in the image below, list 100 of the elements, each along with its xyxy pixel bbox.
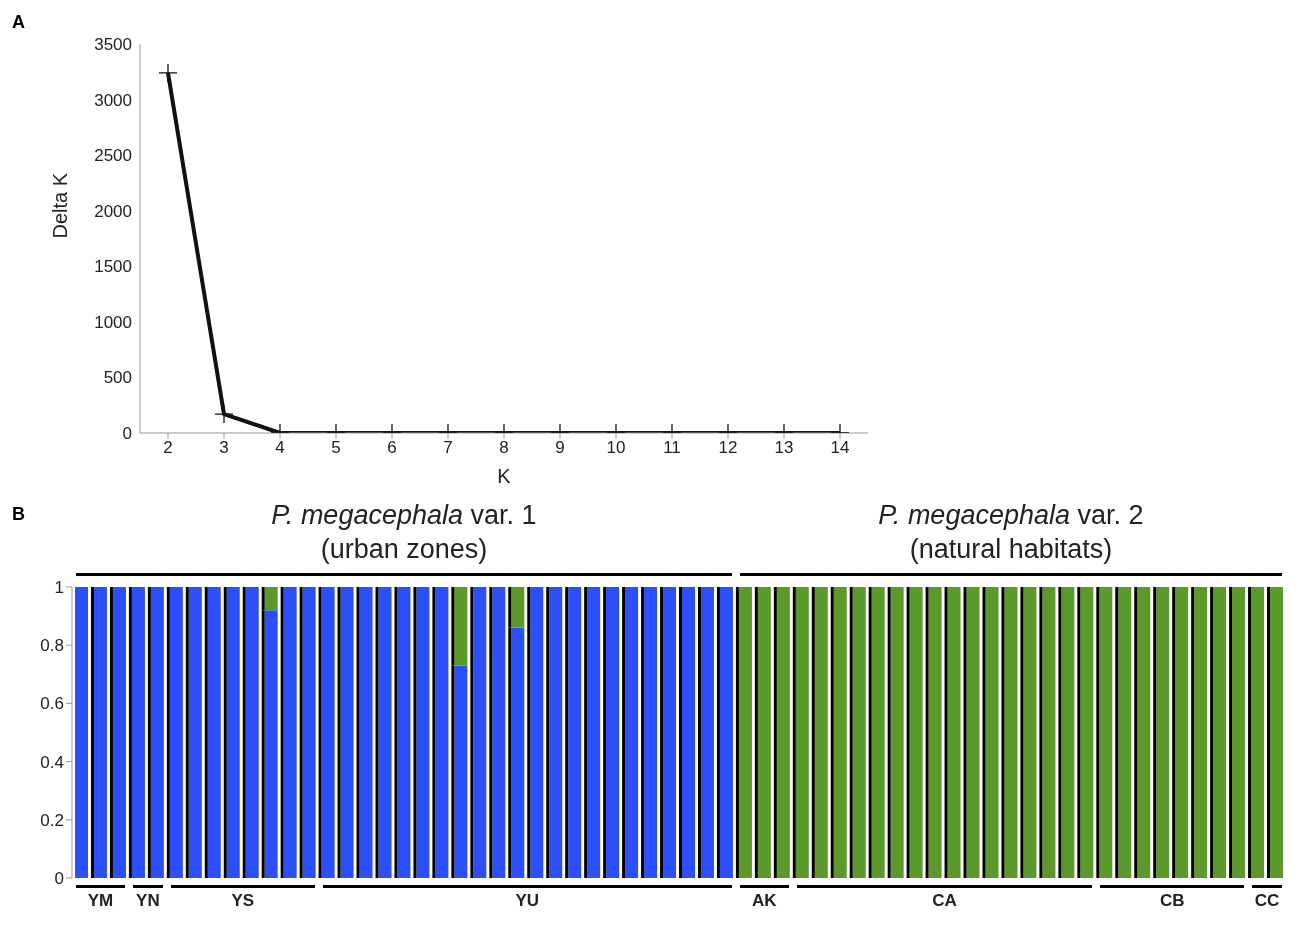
x-tick-label: 10 (606, 438, 626, 458)
text: CC (1253, 891, 1281, 911)
x-tick-label: 11 (663, 438, 681, 458)
bar (340, 587, 354, 878)
y-tick-label: 3500 (94, 35, 132, 55)
bar (1023, 587, 1037, 878)
text: YM (86, 891, 115, 911)
bar (1270, 587, 1284, 878)
bar (795, 587, 809, 878)
bar (1194, 587, 1208, 878)
x-tick-label: 2 (163, 438, 173, 458)
bar (283, 587, 297, 878)
bar (1004, 587, 1018, 878)
bar (606, 587, 620, 878)
text: P. megacephala var. 1 (270, 500, 538, 531)
bar (359, 587, 373, 878)
y-tick-label: 0.6 (40, 694, 64, 714)
bar (682, 587, 695, 878)
bar (587, 587, 601, 878)
chart-title: A (12, 12, 25, 33)
bar (169, 587, 183, 878)
bar (738, 587, 752, 878)
bar (928, 587, 942, 878)
x-tick-label: 8 (499, 438, 509, 458)
bar (473, 587, 487, 878)
y-tick-label: 1 (54, 578, 64, 598)
bar (378, 587, 392, 878)
bar (871, 587, 885, 878)
y-tick-label: 0.8 (40, 636, 64, 656)
bar (909, 587, 923, 878)
y-tick-label: 0 (54, 869, 64, 889)
bar (852, 587, 866, 878)
x-axis-title: K (497, 465, 512, 487)
bar (549, 587, 563, 878)
bar (1061, 587, 1075, 878)
text: CA (931, 891, 958, 911)
bar (188, 587, 202, 878)
bar (814, 587, 828, 878)
bar (75, 587, 88, 878)
bar (416, 587, 430, 878)
bar (776, 587, 790, 878)
text: YU (514, 891, 541, 911)
bar (1099, 587, 1113, 878)
bar (245, 587, 259, 878)
bar (1232, 587, 1246, 878)
bar (131, 587, 145, 878)
bar (207, 587, 221, 878)
y-tick-label: 0.2 (40, 810, 64, 830)
bar (226, 587, 240, 878)
bar (700, 587, 714, 878)
y-tick-label: 2000 (94, 201, 132, 221)
y-tick-label: 500 (103, 368, 132, 388)
bar (321, 587, 335, 878)
bar (644, 587, 658, 878)
text: YS (230, 891, 256, 911)
bar (985, 587, 999, 878)
x-tick-label: 14 (830, 438, 850, 458)
y-tick-label: 0.4 (40, 752, 64, 772)
bar (435, 587, 449, 878)
bar (947, 587, 961, 878)
chart-title: B (12, 504, 25, 525)
text: AK (751, 891, 778, 911)
bar (719, 587, 733, 878)
y-tick-label: 1500 (94, 257, 132, 277)
bar (1175, 587, 1189, 878)
bar (530, 587, 544, 878)
bar (150, 587, 164, 878)
bar (568, 587, 582, 878)
bar (1213, 587, 1227, 878)
bar (833, 587, 847, 878)
x-tick-label: 6 (387, 438, 397, 458)
text: P. megacephala var. 2 (877, 500, 1145, 531)
bar (663, 587, 677, 878)
bar (1137, 587, 1151, 878)
bar (966, 587, 980, 878)
bar (625, 587, 639, 878)
text: CB (1158, 891, 1186, 911)
bar (1118, 587, 1132, 878)
y-axis-title: Delta K (49, 172, 72, 239)
text: YN (135, 891, 161, 911)
bar (93, 587, 107, 878)
y-tick-label: 0 (122, 424, 132, 444)
bar (397, 587, 411, 878)
x-tick-label: 9 (555, 438, 565, 458)
x-tick-label: 13 (774, 438, 794, 458)
bar (890, 587, 904, 878)
x-tick-label: 3 (219, 438, 229, 458)
y-tick-label: 1000 (94, 312, 132, 332)
x-tick-label: 12 (718, 438, 738, 458)
bar (112, 587, 126, 878)
x-tick-label: 4 (275, 438, 285, 458)
bar (1251, 587, 1265, 878)
bar (302, 587, 316, 878)
bar (492, 587, 506, 878)
bar (1156, 587, 1170, 878)
text: (urban zones) (319, 534, 489, 565)
x-tick-label: 7 (443, 438, 453, 458)
x-tick-label: 5 (331, 438, 341, 458)
y-tick-label: 2500 (94, 146, 132, 166)
text: (natural habitats) (908, 534, 1114, 565)
